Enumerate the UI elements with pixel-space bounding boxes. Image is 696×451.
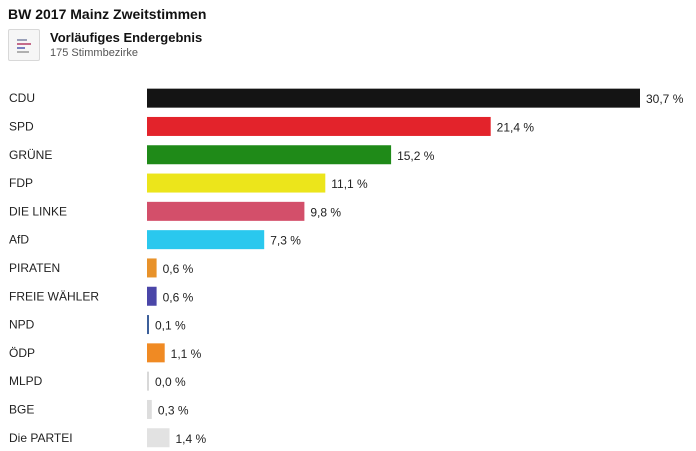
value-label: 7,3 %	[270, 234, 301, 248]
result-header-text: Vorläufiges Endergebnis 175 Stimmbezirke	[50, 28, 202, 59]
bar[interactable]	[147, 428, 170, 448]
bar[interactable]	[147, 315, 149, 335]
bar[interactable]	[147, 201, 305, 221]
category-label: AfD	[9, 233, 29, 247]
bar[interactable]	[147, 343, 165, 363]
bar[interactable]	[147, 88, 640, 108]
bar[interactable]	[147, 286, 157, 306]
bar-chart-icon	[8, 29, 40, 61]
value-label: 0,6 %	[163, 290, 194, 304]
category-label: MLPD	[9, 374, 43, 388]
bar[interactable]	[147, 173, 326, 193]
bar[interactable]	[147, 116, 491, 136]
value-label: 30,7 %	[646, 92, 684, 106]
category-label: Die PARTEI	[9, 431, 73, 445]
value-label: 15,2 %	[397, 149, 435, 163]
value-label: 0,3 %	[158, 403, 189, 417]
category-label: SPD	[9, 119, 34, 133]
result-status: Vorläufiges Endergebnis	[50, 30, 203, 45]
category-label: GRÜNE	[9, 148, 52, 162]
bar[interactable]	[147, 145, 392, 165]
value-label: 9,8 %	[310, 205, 341, 219]
value-label: 11,1 %	[331, 177, 368, 191]
category-label: NPD	[9, 318, 35, 332]
bar[interactable]	[147, 371, 149, 391]
value-label: 21,4 %	[497, 120, 535, 134]
value-label: 0,6 %	[163, 262, 194, 276]
bar[interactable]	[147, 230, 265, 250]
value-label: 1,4 %	[175, 432, 206, 446]
category-label: FDP	[9, 176, 33, 190]
category-label: BGE	[9, 402, 34, 416]
value-label: 1,1 %	[171, 347, 202, 361]
bar[interactable]	[147, 399, 152, 419]
category-label: FREIE WÄHLER	[9, 289, 99, 303]
district-count: 175 Stimmbezirke	[50, 47, 139, 59]
result-header: Vorläufiges Endergebnis 175 Stimmbezirke	[8, 28, 202, 61]
category-label: ÖDP	[9, 346, 35, 360]
category-label: CDU	[9, 91, 35, 105]
value-label: 0,0 %	[155, 375, 186, 389]
chart-title: BW 2017 Mainz Zweitstimmen	[8, 6, 207, 22]
category-label: PIRATEN	[9, 261, 60, 275]
bar[interactable]	[147, 258, 157, 278]
category-label: DIE LINKE	[9, 204, 67, 218]
value-label: 0,1 %	[155, 319, 186, 333]
